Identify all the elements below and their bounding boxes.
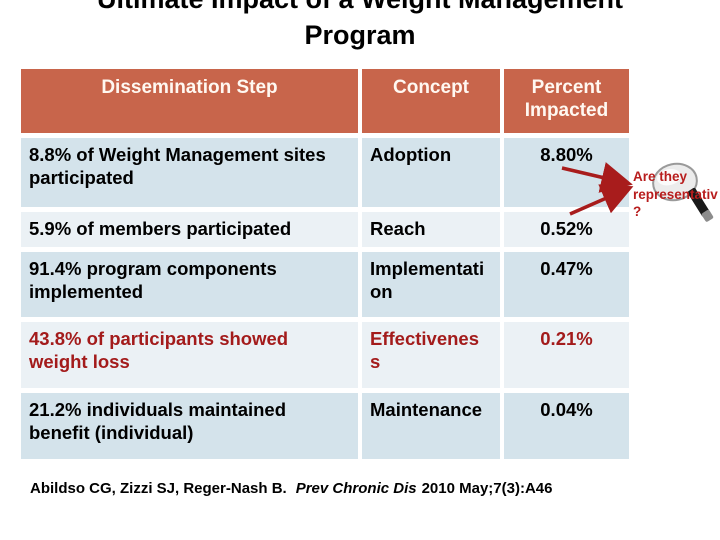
slide-title: Ultimate Impact of a Weight Management P… xyxy=(0,0,720,53)
table-cell-percent: 0.21% xyxy=(504,322,629,388)
table-cell-percent: 0.04% xyxy=(504,393,629,459)
citation-journal: Prev Chronic Dis xyxy=(295,480,417,497)
slide-title-line2: Program xyxy=(304,20,416,50)
table-cell-percent: 0.47% xyxy=(504,252,629,317)
annotation-arrows xyxy=(561,162,634,216)
table-cell-step: 91.4% program components implemented xyxy=(21,252,358,317)
table-cell-concept: Reach xyxy=(362,212,500,247)
table-header-step: Dissemination Step xyxy=(21,69,358,133)
table-cell-step: 43.8% of participants showed weight loss xyxy=(21,322,358,388)
magnifier-icon xyxy=(652,162,714,222)
annotation-note: Are they representativ ? xyxy=(633,168,720,221)
impact-table: Dissemination Step Concept Percent Impac… xyxy=(21,69,629,459)
table-header-percent: Percent Impacted xyxy=(504,69,629,133)
table-cell-concept: Maintenance xyxy=(362,393,500,459)
slide-title-line1: Ultimate Impact of a Weight Management xyxy=(0,0,720,17)
citation-issue: 2010 May;7(3):A46 xyxy=(421,480,553,497)
annotation-line1: Are they xyxy=(633,169,688,184)
table-cell-step: 21.2% individuals maintained benefit (in… xyxy=(21,393,358,459)
citation-authors: Abildso CG, Zizzi SJ, Reger-Nash B. xyxy=(30,480,287,497)
table-cell-concept: Adoption xyxy=(362,138,500,207)
table-cell-concept: Effectiveness xyxy=(362,322,500,388)
annotation-line3: ? xyxy=(633,204,642,219)
citation: Abildso CG, Zizzi SJ, Reger-Nash B. Prev … xyxy=(30,480,690,497)
annotation-line2: representativ xyxy=(633,186,718,202)
table-cell-concept: Implementation xyxy=(362,252,500,317)
table-cell-step: 8.8% of Weight Management sites particip… xyxy=(21,138,358,207)
table-cell-step: 5.9% of members participated xyxy=(21,212,358,247)
table-cell-percent: 0.52% xyxy=(504,212,629,247)
table-header-concept: Concept xyxy=(362,69,500,133)
